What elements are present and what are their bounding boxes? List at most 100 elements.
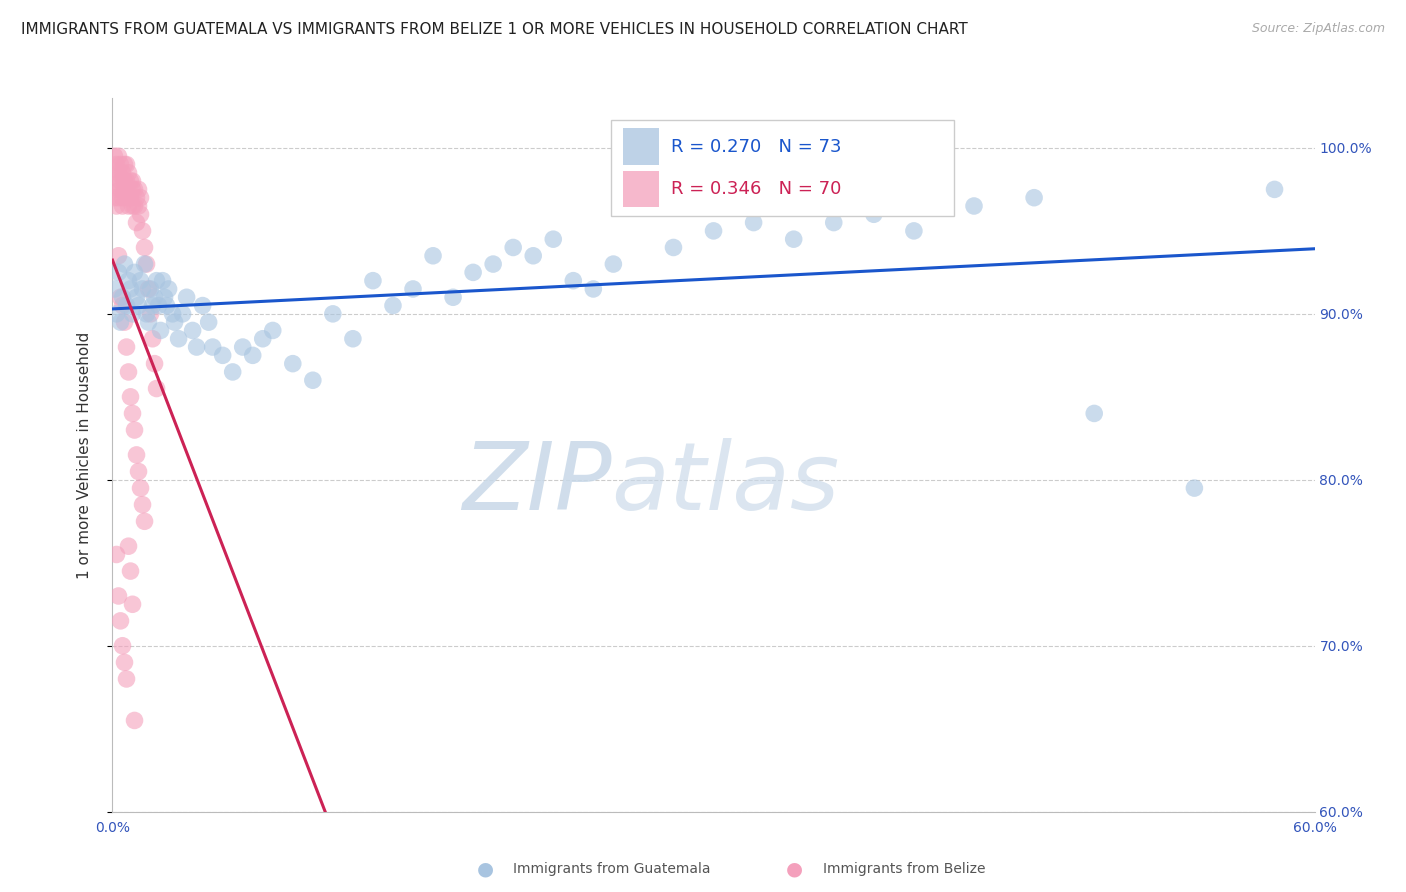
- Point: [107, 265, 129, 279]
- Point: [441, 290, 464, 304]
- Point: [105, 182, 128, 196]
- Point: [543, 232, 565, 246]
- Point: [121, 182, 143, 196]
- Point: [114, 656, 136, 670]
- Point: [422, 249, 444, 263]
- Point: [121, 174, 143, 188]
- Point: [107, 166, 129, 180]
- Point: [131, 282, 153, 296]
- Point: [1264, 182, 1286, 196]
- Point: [111, 199, 134, 213]
- Point: [148, 299, 170, 313]
- Point: [124, 182, 146, 196]
- Point: [120, 282, 142, 296]
- Point: [782, 232, 804, 246]
- Point: [522, 249, 544, 263]
- Point: [139, 307, 162, 321]
- Point: [128, 182, 150, 196]
- FancyBboxPatch shape: [612, 120, 953, 216]
- Point: [110, 315, 132, 329]
- Text: Immigrants from Guatemala: Immigrants from Guatemala: [513, 862, 710, 876]
- Point: [134, 257, 156, 271]
- Point: [502, 240, 524, 254]
- Text: Source: ZipAtlas.com: Source: ZipAtlas.com: [1251, 22, 1385, 36]
- Point: [129, 274, 152, 288]
- Point: [823, 216, 845, 230]
- Text: Immigrants from Belize: Immigrants from Belize: [823, 862, 986, 876]
- Point: [111, 290, 134, 304]
- Point: [138, 282, 160, 296]
- Point: [125, 290, 148, 304]
- Point: [582, 282, 605, 296]
- Point: [115, 182, 138, 196]
- Point: [128, 299, 150, 313]
- Point: [111, 166, 134, 180]
- Point: [110, 157, 132, 171]
- Point: [105, 307, 128, 321]
- Point: [903, 224, 925, 238]
- Point: [163, 315, 186, 329]
- Y-axis label: 1 or more Vehicles in Household: 1 or more Vehicles in Household: [77, 331, 91, 579]
- Point: [131, 498, 153, 512]
- Point: [232, 340, 254, 354]
- Point: [172, 307, 194, 321]
- Point: [702, 224, 725, 238]
- Point: [121, 307, 143, 321]
- Point: [125, 216, 148, 230]
- Point: [121, 406, 143, 420]
- Point: [114, 315, 136, 329]
- Point: [176, 290, 198, 304]
- Point: [129, 481, 152, 495]
- Point: [131, 224, 153, 238]
- Point: [191, 299, 214, 313]
- Point: [155, 299, 177, 313]
- Point: [1083, 406, 1105, 420]
- Point: [110, 614, 132, 628]
- Point: [125, 448, 148, 462]
- Point: [145, 274, 167, 288]
- Point: [105, 157, 128, 171]
- Point: [120, 191, 142, 205]
- Point: [117, 199, 139, 213]
- Point: [342, 332, 364, 346]
- Point: [1184, 481, 1206, 495]
- Point: [262, 323, 284, 337]
- Point: [114, 257, 136, 271]
- Point: [105, 548, 128, 562]
- Point: [181, 323, 204, 337]
- Point: [124, 199, 146, 213]
- Point: [103, 149, 125, 163]
- Point: [117, 539, 139, 553]
- Point: [863, 207, 886, 221]
- Point: [111, 639, 134, 653]
- Point: [117, 365, 139, 379]
- Point: [135, 257, 157, 271]
- Point: [134, 514, 156, 528]
- Point: [211, 348, 233, 362]
- Point: [157, 282, 180, 296]
- Point: [963, 199, 986, 213]
- Point: [167, 332, 190, 346]
- Point: [662, 240, 685, 254]
- Point: [129, 191, 152, 205]
- Point: [222, 365, 245, 379]
- Point: [115, 672, 138, 686]
- Text: ●: ●: [786, 859, 803, 879]
- Point: [120, 390, 142, 404]
- Point: [120, 174, 142, 188]
- Point: [186, 340, 208, 354]
- Point: [107, 191, 129, 205]
- Point: [252, 332, 274, 346]
- Point: [302, 373, 325, 387]
- Point: [115, 340, 138, 354]
- Point: [143, 357, 166, 371]
- Point: [114, 174, 136, 188]
- Point: [153, 290, 176, 304]
- Point: [129, 207, 152, 221]
- Point: [124, 265, 146, 279]
- Point: [197, 315, 219, 329]
- Point: [107, 589, 129, 603]
- Point: [1024, 191, 1046, 205]
- Point: [103, 174, 125, 188]
- Text: R = 0.346   N = 70: R = 0.346 N = 70: [672, 180, 842, 198]
